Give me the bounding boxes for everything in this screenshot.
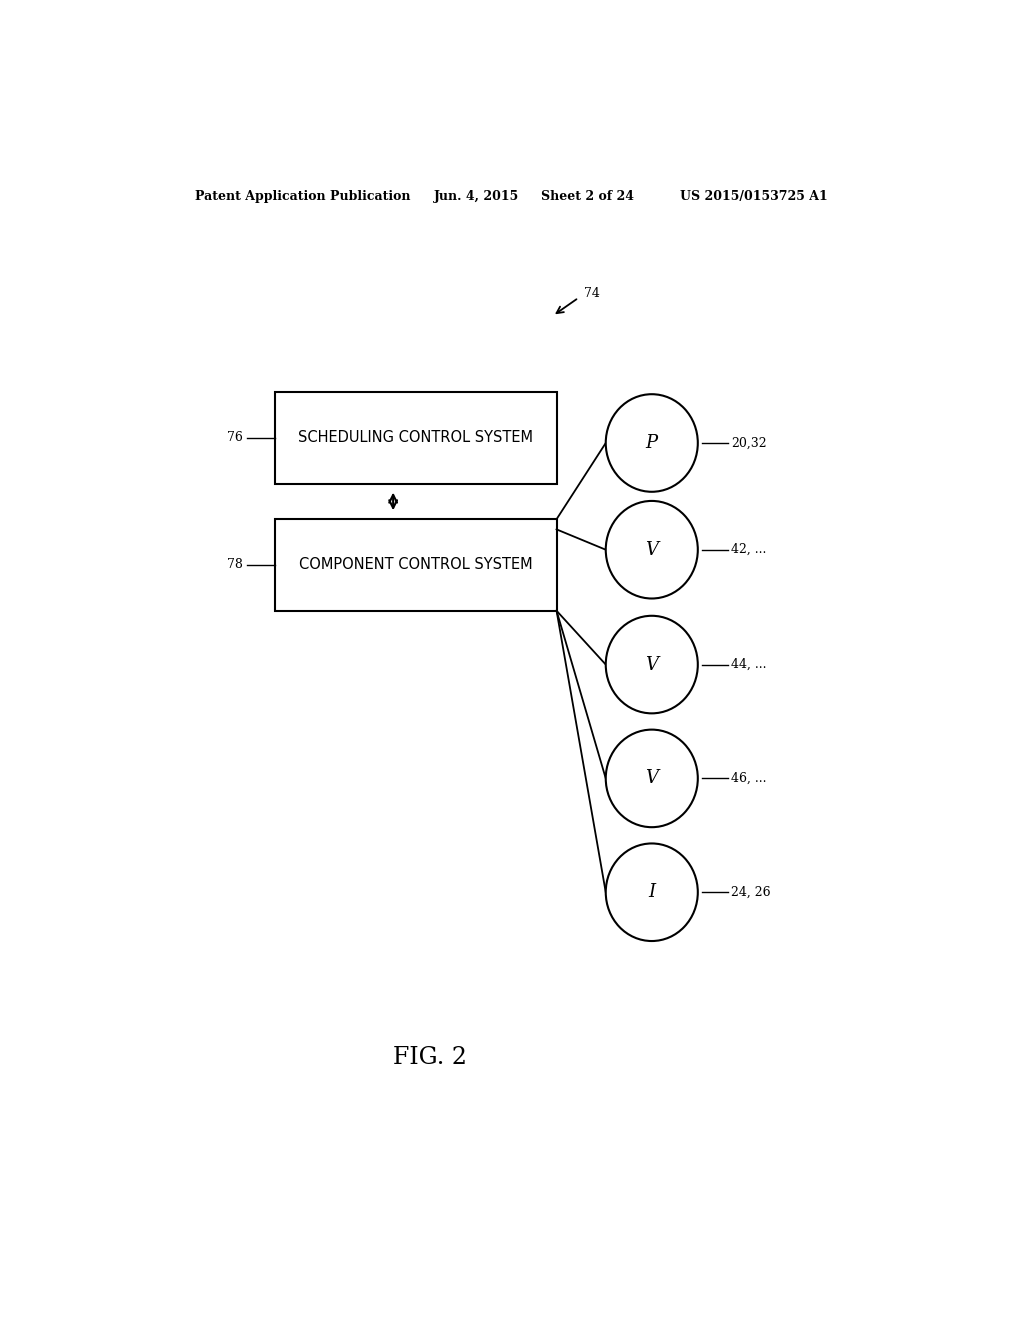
Bar — [274, 519, 557, 611]
Ellipse shape — [606, 730, 697, 828]
Text: P: P — [646, 434, 657, 451]
Text: 44, ...: 44, ... — [731, 659, 767, 671]
Text: SCHEDULING CONTROL SYSTEM: SCHEDULING CONTROL SYSTEM — [298, 430, 534, 445]
Text: Patent Application Publication: Patent Application Publication — [196, 190, 411, 202]
Ellipse shape — [606, 615, 697, 713]
Text: US 2015/0153725 A1: US 2015/0153725 A1 — [680, 190, 827, 202]
Text: 76: 76 — [227, 432, 243, 445]
Text: V: V — [645, 656, 658, 673]
Text: 78: 78 — [227, 558, 243, 572]
Text: FIG. 2: FIG. 2 — [392, 1047, 467, 1069]
Text: 20,32: 20,32 — [731, 437, 767, 450]
Text: V: V — [645, 770, 658, 788]
Text: 24, 26: 24, 26 — [731, 886, 771, 899]
Ellipse shape — [606, 843, 697, 941]
Bar — [274, 392, 557, 483]
Text: V: V — [645, 541, 658, 558]
Text: 46, ...: 46, ... — [731, 772, 767, 785]
Ellipse shape — [606, 395, 697, 492]
Text: 74: 74 — [585, 286, 600, 300]
Text: I: I — [648, 883, 655, 902]
Text: Sheet 2 of 24: Sheet 2 of 24 — [541, 190, 634, 202]
Text: Jun. 4, 2015: Jun. 4, 2015 — [433, 190, 519, 202]
Ellipse shape — [606, 500, 697, 598]
Text: COMPONENT CONTROL SYSTEM: COMPONENT CONTROL SYSTEM — [299, 557, 532, 573]
Text: 42, ...: 42, ... — [731, 544, 767, 556]
